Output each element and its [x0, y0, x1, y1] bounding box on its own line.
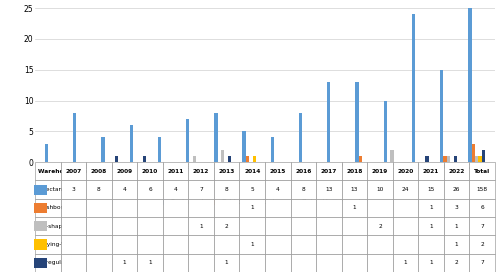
- Bar: [426, 156, 428, 162]
- Bar: [440, 70, 444, 162]
- Bar: [246, 156, 249, 162]
- Bar: [475, 156, 478, 162]
- Bar: [115, 156, 118, 162]
- Bar: [130, 125, 133, 162]
- Bar: [390, 150, 394, 162]
- Bar: [358, 156, 362, 162]
- Bar: [454, 156, 457, 162]
- Bar: [446, 156, 450, 162]
- Bar: [384, 101, 387, 162]
- Bar: [242, 131, 246, 162]
- Bar: [356, 82, 358, 162]
- Bar: [468, 2, 471, 162]
- Bar: [214, 113, 218, 162]
- Bar: [482, 150, 485, 162]
- Legend: Rectangular, Fishbone, U-shape, Flying-V, Irregular: Rectangular, Fishbone, U-shape, Flying-V…: [162, 199, 368, 205]
- Bar: [472, 144, 475, 162]
- FancyBboxPatch shape: [34, 184, 48, 194]
- Bar: [299, 113, 302, 162]
- Bar: [327, 82, 330, 162]
- Bar: [221, 150, 224, 162]
- Bar: [45, 144, 48, 162]
- FancyBboxPatch shape: [34, 203, 48, 213]
- Bar: [193, 156, 196, 162]
- Bar: [73, 113, 76, 162]
- FancyBboxPatch shape: [34, 258, 48, 268]
- Bar: [444, 156, 446, 162]
- Bar: [412, 14, 415, 162]
- FancyBboxPatch shape: [34, 239, 48, 249]
- Bar: [143, 156, 146, 162]
- Bar: [252, 156, 256, 162]
- Bar: [270, 137, 274, 162]
- Bar: [158, 137, 161, 162]
- Bar: [228, 156, 231, 162]
- Bar: [186, 119, 190, 162]
- Bar: [102, 137, 104, 162]
- Bar: [478, 156, 482, 162]
- FancyBboxPatch shape: [34, 221, 48, 231]
